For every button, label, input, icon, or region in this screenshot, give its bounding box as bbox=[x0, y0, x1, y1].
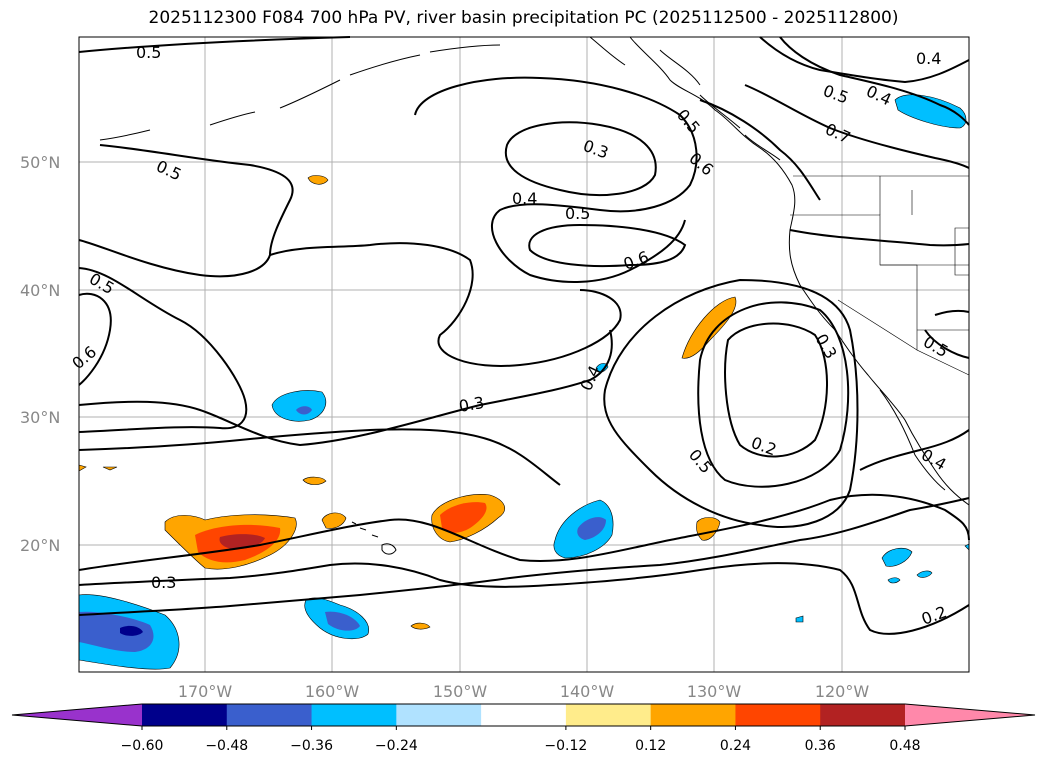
colorbar-segment bbox=[142, 704, 228, 726]
pv-contour bbox=[779, 36, 970, 126]
colorbar-extend-high bbox=[905, 704, 1035, 726]
pv-contour bbox=[78, 562, 970, 635]
pv-contour bbox=[78, 329, 613, 447]
pv-contour bbox=[78, 497, 970, 616]
latitude-label: 40°N bbox=[20, 281, 60, 300]
pv-contour bbox=[924, 309, 970, 359]
border-california-nevada bbox=[837, 299, 918, 351]
colorbar-tick-label: −0.60 bbox=[121, 738, 164, 754]
precip-positive-region bbox=[681, 296, 737, 359]
pv-contour bbox=[504, 121, 657, 196]
precip-positive-core bbox=[440, 502, 487, 533]
precip-positive-patch bbox=[307, 175, 329, 185]
longitude-label: 170°W bbox=[178, 682, 233, 701]
precip-positive-patch bbox=[321, 512, 347, 529]
pv-contour bbox=[78, 493, 970, 571]
graticule bbox=[79, 37, 969, 672]
pv-contour bbox=[699, 99, 821, 201]
colorbar-tick-label: 0.36 bbox=[805, 738, 836, 754]
pv-contour bbox=[789, 229, 970, 247]
precip-negative-core bbox=[79, 611, 154, 652]
latitude-labels: 50°N 40°N 30°N 20°N bbox=[20, 153, 60, 555]
pv-contour bbox=[78, 36, 351, 53]
precip-positive-patch bbox=[302, 476, 327, 485]
precip-negative-patch bbox=[887, 577, 901, 584]
precip-negative-core bbox=[325, 611, 360, 631]
pv-contour bbox=[744, 84, 970, 169]
pv-contour bbox=[78, 144, 294, 278]
colorbar-tick-label: −0.24 bbox=[375, 738, 418, 754]
pv-contour bbox=[78, 428, 561, 486]
latitude-label: 20°N bbox=[20, 536, 60, 555]
precip-fills bbox=[78, 94, 970, 670]
coastline-baja bbox=[879, 389, 946, 491]
colorbar-segment bbox=[565, 704, 652, 726]
pv-contour bbox=[859, 429, 970, 471]
pv-contour bbox=[724, 322, 828, 458]
contour-label: 0.5 bbox=[136, 43, 161, 62]
coastline-alaska-islands bbox=[659, 49, 781, 161]
colorbar-segment bbox=[311, 704, 397, 726]
precip-negative-patch bbox=[795, 615, 804, 623]
pv-contour bbox=[78, 292, 112, 386]
contour-label: 0.4 bbox=[916, 49, 941, 68]
map-title: 2025112300 F084 700 hPa PV, river basin … bbox=[148, 8, 899, 28]
island-hawaii bbox=[381, 543, 397, 555]
pv-contour bbox=[269, 242, 622, 367]
coastlines bbox=[99, 36, 970, 555]
precip-negative-region bbox=[271, 390, 326, 422]
precip-positive-patch bbox=[102, 466, 118, 471]
border-states bbox=[879, 176, 913, 215]
colorbar-segment bbox=[650, 704, 736, 726]
pv-contour bbox=[78, 267, 248, 433]
island-chain-hawaii bbox=[351, 521, 379, 538]
latitude-label: 30°N bbox=[20, 408, 60, 427]
longitude-label: 150°W bbox=[433, 682, 488, 701]
latitude-label: 50°N bbox=[20, 153, 60, 172]
pv-contour bbox=[414, 76, 698, 283]
colorbar-segment bbox=[820, 704, 906, 726]
longitude-label: 160°W bbox=[305, 682, 360, 701]
contour-label: 0.4 bbox=[512, 189, 537, 208]
colorbar-segment bbox=[481, 704, 567, 726]
precip-negative-patch bbox=[881, 547, 913, 567]
map-frame bbox=[78, 36, 970, 673]
precip-positive-patch bbox=[410, 622, 431, 630]
coastline-alaska bbox=[589, 36, 626, 66]
colorbar-tick-label: −0.36 bbox=[290, 738, 333, 754]
pv-contour bbox=[759, 36, 970, 84]
coastline-north-america bbox=[629, 36, 970, 506]
colorbar-segment bbox=[396, 704, 482, 726]
border-states bbox=[880, 264, 970, 376]
longitude-label: 140°W bbox=[560, 682, 615, 701]
colorbar-tick-label: −0.48 bbox=[205, 738, 248, 754]
contour-label: 0.3 bbox=[151, 573, 176, 592]
colorbar-segment bbox=[735, 704, 821, 726]
pv-contours bbox=[78, 36, 970, 635]
colorbar-tick-label: 0.48 bbox=[889, 738, 920, 754]
longitude-label: 120°W bbox=[815, 682, 870, 701]
colorbar-tick-label: −0.12 bbox=[544, 738, 587, 754]
colorbar: −0.60 −0.48 −0.36 −0.24 −0.12 0.12 0.24 0.36 0.4… bbox=[11, 703, 1036, 754]
pv-contour bbox=[603, 278, 859, 528]
colorbar-extend-low bbox=[12, 704, 142, 726]
contour-label: 0.5 bbox=[565, 204, 590, 223]
precip-negative-max bbox=[120, 625, 143, 636]
pv-contour bbox=[528, 223, 687, 268]
longitude-label: 130°W bbox=[687, 682, 742, 701]
precip-negative-core bbox=[296, 406, 312, 415]
pv-contour bbox=[697, 301, 850, 488]
contour-label: 0.3 bbox=[457, 393, 485, 416]
precip-negative-patch bbox=[916, 570, 933, 578]
colorbar-tick-label: 0.12 bbox=[635, 738, 666, 754]
colorbar-tick-label: 0.24 bbox=[720, 738, 751, 754]
colorbar-segment bbox=[226, 704, 313, 726]
longitude-labels: 170°W 160°W 150°W 140°W 130°W 120°W bbox=[178, 682, 870, 701]
precip-negative-core bbox=[577, 517, 606, 540]
coastline-aleutians bbox=[99, 44, 501, 141]
